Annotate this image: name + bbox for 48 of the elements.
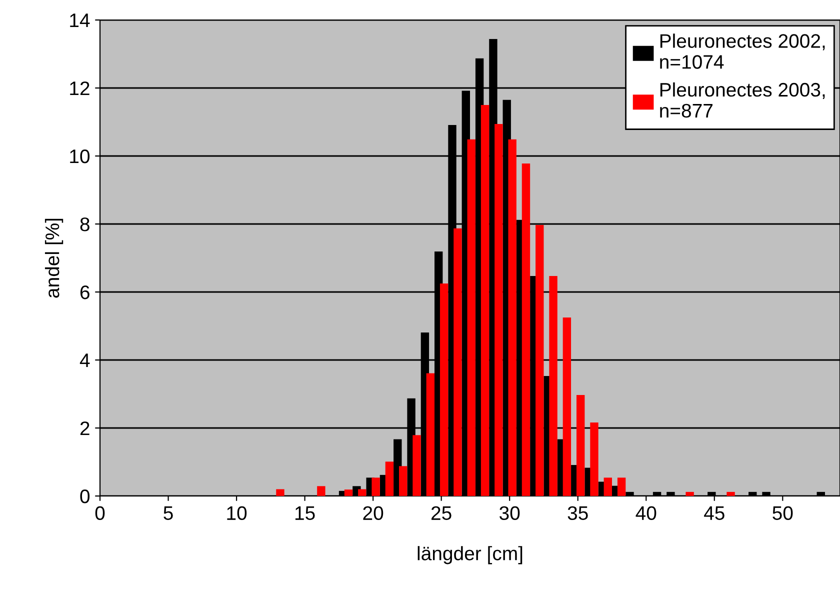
bar: [508, 139, 516, 496]
bar: [686, 492, 694, 496]
y-tick-label: 6: [80, 285, 90, 300]
bar: [454, 228, 462, 496]
x-tick-label: 30: [500, 506, 520, 520]
bar: [399, 466, 408, 496]
bar: [467, 139, 476, 496]
y-axis-title: andel [%]: [44, 218, 64, 298]
bar: [344, 490, 353, 496]
x-tick-label: 40: [636, 506, 656, 520]
bar: [590, 422, 598, 496]
bar: [276, 489, 284, 496]
x-tick-label: 45: [704, 506, 724, 520]
bar: [412, 435, 421, 496]
x-tick-label: 0: [95, 506, 105, 520]
bar: [522, 163, 530, 496]
x-tick-label: 10: [227, 506, 247, 520]
y-tick-label: 2: [80, 421, 90, 436]
x-tick-label: 20: [363, 506, 384, 520]
bar: [426, 373, 434, 496]
bar: [440, 284, 448, 496]
bar: [617, 478, 626, 496]
y-tick-label: 14: [70, 14, 90, 28]
y-tick-label: 4: [80, 354, 90, 368]
bar: [494, 124, 503, 496]
bar: [562, 318, 572, 496]
y-tick-label: 12: [70, 81, 90, 96]
y-tick-label: 8: [80, 217, 90, 232]
y-tick-label: 0: [80, 489, 90, 504]
x-tick-label: 50: [772, 506, 793, 520]
bar: [358, 489, 366, 496]
legend-label: Pleuronectes 2002, n=1074: [660, 34, 825, 69]
bar: [317, 486, 326, 496]
bar: [536, 225, 544, 496]
bar: [480, 105, 490, 496]
bar: [372, 478, 380, 496]
bar: [576, 395, 585, 496]
x-tick-label: 25: [431, 506, 452, 520]
bar: [549, 276, 558, 496]
x-tick-label: 35: [568, 506, 588, 520]
bar: [385, 462, 394, 496]
bar: [726, 492, 735, 496]
x-axis-title: längder [cm]: [418, 546, 522, 564]
x-tick-label: 15: [295, 506, 315, 520]
legend-label: Pleuronectes 2003, n=877: [660, 82, 825, 118]
bar: [604, 478, 612, 496]
y-tick-label: 10: [70, 149, 90, 164]
x-tick-label: 5: [164, 506, 173, 520]
